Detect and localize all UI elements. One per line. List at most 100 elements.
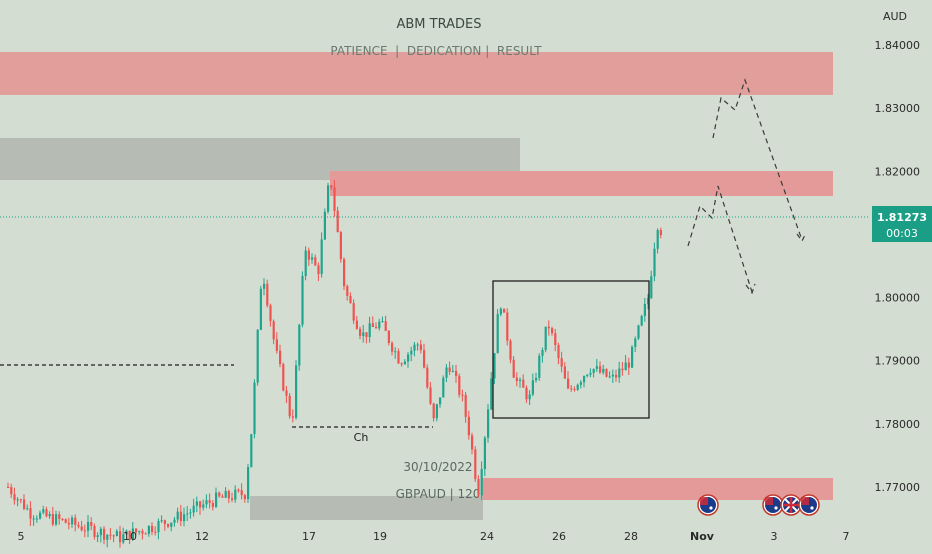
candle-body: [231, 498, 234, 500]
price-axis[interactable]: 1.770001.780001.790001.800001.810001.820…: [875, 39, 921, 494]
candle-body: [362, 332, 365, 336]
candle-body: [151, 525, 154, 532]
demand-zone: [482, 478, 833, 500]
uk-flag-icon[interactable]: [780, 494, 802, 516]
price-tag-value: 1.81273: [877, 211, 927, 224]
candle-body: [272, 321, 275, 340]
candle-body: [653, 248, 656, 277]
candle-body: [247, 467, 250, 500]
candle-body: [522, 379, 525, 388]
candle-body: [480, 469, 483, 496]
candle-body: [471, 435, 474, 450]
candle-body: [403, 361, 406, 365]
au-flag-icon[interactable]: [762, 494, 784, 516]
candle-body: [19, 499, 22, 501]
time-tick-label: 3: [771, 530, 778, 543]
candle-body: [544, 326, 547, 350]
candle-body: [333, 187, 336, 211]
candle-body: [621, 368, 624, 371]
grey-zone-bottom: [250, 496, 483, 520]
economic-events[interactable]: [697, 494, 820, 516]
candle-body: [307, 250, 310, 260]
candle-body: [560, 358, 563, 367]
candle-body: [323, 211, 326, 240]
candle-body: [339, 232, 342, 260]
candle-body: [224, 491, 227, 498]
candle-body: [237, 489, 240, 491]
candle-body: [176, 511, 179, 520]
candle-body: [250, 434, 253, 468]
time-axis[interactable]: 5 10 12 17 19 24 26 28 Nov 3 7: [18, 530, 850, 543]
candle-body: [487, 409, 490, 438]
candle-body: [279, 350, 282, 365]
candle-body: [119, 531, 122, 543]
candle-body: [186, 513, 189, 515]
candle-body: [512, 359, 515, 378]
candle-body: [234, 489, 237, 500]
candle-body: [298, 324, 301, 366]
candle-body: [531, 380, 534, 395]
candle-body: [637, 325, 640, 339]
watermark-date: 30/10/2022: [403, 460, 472, 474]
candle-body: [26, 508, 29, 510]
candle-body: [503, 308, 506, 313]
price-tick-label: 1.79000: [875, 355, 921, 368]
candle-body: [192, 505, 195, 513]
candle-body: [432, 403, 435, 419]
candle-body: [275, 339, 278, 351]
candle-body: [650, 276, 653, 298]
candle-body: [429, 387, 432, 404]
candle-body: [131, 528, 134, 540]
price-tag-countdown: 00:03: [886, 227, 918, 240]
candle-body: [202, 504, 205, 508]
candle-body: [61, 519, 64, 520]
candle-body: [349, 296, 352, 303]
candle-body: [499, 308, 502, 315]
candle-body: [55, 514, 58, 525]
candle-body: [327, 185, 330, 212]
candle-body: [77, 525, 80, 527]
time-tick-label: 24: [480, 530, 494, 543]
candle-body: [371, 323, 374, 327]
range-box[interactable]: [492, 280, 650, 419]
time-tick-label: 17: [302, 530, 316, 543]
time-tick-label: Nov: [690, 530, 715, 543]
projection-path-lower[interactable]: [687, 185, 756, 295]
au-flag-icon[interactable]: [697, 494, 719, 516]
candle-body: [525, 387, 528, 400]
candle-body: [589, 372, 592, 375]
candle-body: [141, 531, 144, 534]
candle-body: [627, 362, 630, 368]
candle-body: [157, 521, 160, 533]
candle-body: [253, 382, 256, 435]
au-flag-icon[interactable]: [798, 494, 820, 516]
candle-body: [647, 298, 650, 304]
candle-body: [384, 321, 387, 331]
price-tick-label: 1.77000: [875, 481, 921, 494]
candle-body: [80, 526, 83, 531]
supply-zone-mid: [330, 171, 833, 196]
candle-body: [64, 519, 67, 523]
candle-body: [426, 367, 429, 388]
candle-body: [115, 531, 118, 537]
choch-label: Ch: [354, 431, 369, 444]
candle-body: [23, 499, 26, 509]
candle-body: [336, 210, 339, 232]
time-tick-label: 28: [624, 530, 638, 543]
candle-body: [634, 338, 637, 347]
projection-path-upper[interactable]: [712, 78, 807, 243]
candle-body: [365, 332, 368, 337]
candle-body: [109, 534, 112, 536]
candle-body: [189, 512, 192, 514]
candle-body: [615, 374, 618, 378]
candle-body: [138, 531, 141, 533]
candle-body: [640, 315, 643, 326]
candle-body: [103, 528, 106, 540]
zones-layer: [0, 52, 833, 520]
candle-body: [45, 509, 48, 517]
candle-body: [99, 528, 102, 536]
candle-body: [51, 514, 54, 525]
candle-body: [515, 377, 518, 382]
candle-body: [643, 304, 646, 316]
